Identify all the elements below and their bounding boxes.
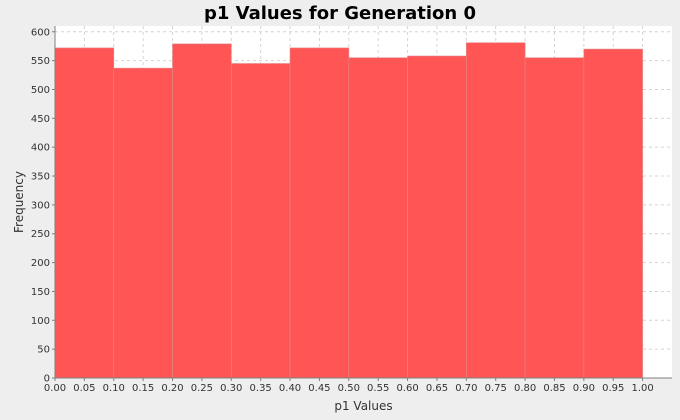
histogram-bar-7 bbox=[466, 42, 526, 379]
x-tick-label: 0.25 bbox=[191, 383, 213, 394]
y-tick-label: 0 bbox=[44, 374, 50, 385]
chart-title: p1 Values for Generation 0 bbox=[203, 3, 477, 24]
x-tick-label: 1.00 bbox=[631, 383, 653, 394]
x-tick-label: 0.35 bbox=[250, 383, 272, 394]
histogram-bar-5 bbox=[348, 57, 408, 379]
y-tick-label: 50 bbox=[37, 345, 50, 356]
y-tick-label: 550 bbox=[31, 56, 50, 67]
y-tick-label: 100 bbox=[31, 316, 50, 327]
y-tick-label: 200 bbox=[31, 258, 50, 269]
histogram-bar-9 bbox=[583, 48, 643, 379]
y-axis-ticks: 0 50 100 150 200 250 300 350 400 450 500 550 600 bbox=[31, 27, 55, 385]
x-tick-label: 0.45 bbox=[308, 383, 330, 394]
x-tick-label: 0.70 bbox=[455, 383, 477, 394]
x-tick-label: 0.65 bbox=[426, 383, 448, 394]
x-tick-label: 0.05 bbox=[73, 383, 95, 394]
y-tick-label: 450 bbox=[31, 114, 50, 125]
x-tick-label: 0.50 bbox=[338, 383, 360, 394]
y-tick-label: 250 bbox=[31, 229, 50, 240]
y-axis-label: Frequency bbox=[12, 171, 26, 233]
histogram-bar-3 bbox=[230, 63, 291, 379]
x-tick-label: 0.75 bbox=[485, 383, 507, 394]
x-axis-ticks: 0.00 0.05 0.10 0.15 0.20 0.25 0.30 0.35 0.40 0.45… bbox=[44, 378, 654, 394]
axes bbox=[54, 26, 672, 379]
x-tick-label: 0.95 bbox=[602, 383, 624, 394]
y-tick-label: 350 bbox=[31, 172, 50, 183]
y-tick-label: 400 bbox=[31, 143, 50, 154]
histogram-bar-1 bbox=[113, 67, 173, 379]
x-tick-label: 0.80 bbox=[514, 383, 536, 394]
histogram-bar-2 bbox=[172, 43, 232, 379]
x-tick-label: 0.60 bbox=[396, 383, 418, 394]
x-tick-label: 0.20 bbox=[161, 383, 183, 394]
x-tick-label: 0.15 bbox=[132, 383, 154, 394]
x-tick-label: 0.90 bbox=[573, 383, 595, 394]
x-tick-label: 0.40 bbox=[279, 383, 301, 394]
x-tick-label: 0.85 bbox=[543, 383, 565, 394]
x-tick-label: 0.55 bbox=[367, 383, 389, 394]
histogram-bar-6 bbox=[407, 55, 467, 379]
x-tick-label: 0.30 bbox=[220, 383, 242, 394]
x-tick-label: 0.10 bbox=[103, 383, 125, 394]
histogram-bar-8 bbox=[524, 57, 585, 379]
histogram-bar-0 bbox=[54, 47, 115, 379]
y-tick-label: 150 bbox=[31, 287, 50, 298]
y-tick-label: 600 bbox=[31, 27, 50, 38]
bars bbox=[54, 42, 643, 379]
histogram-bar-4 bbox=[289, 47, 350, 379]
y-tick-label: 300 bbox=[31, 200, 50, 211]
x-axis-label: p1 Values bbox=[334, 399, 392, 413]
y-tick-label: 500 bbox=[31, 85, 50, 96]
x-tick-label: 0.00 bbox=[44, 383, 66, 394]
